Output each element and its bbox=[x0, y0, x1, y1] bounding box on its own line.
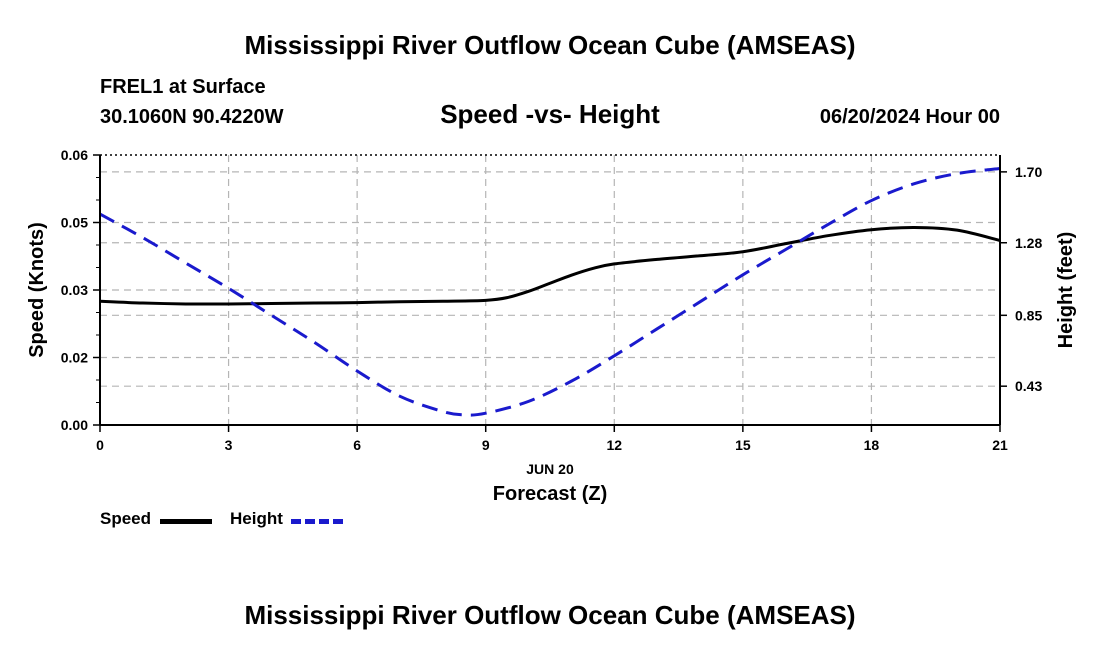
y2-tick-label: 1.28 bbox=[1015, 235, 1042, 251]
x-tick-label: 6 bbox=[353, 437, 361, 453]
y2-tick-label: 0.85 bbox=[1015, 307, 1042, 323]
legend-speed-label: Speed bbox=[100, 509, 152, 528]
datetime-label: 06/20/2024 Hour 00 bbox=[819, 106, 1000, 128]
legend-height-swatch bbox=[291, 519, 343, 524]
y-tick-label: 0.05 bbox=[61, 215, 88, 231]
speed-series-line bbox=[99, 225, 1001, 306]
x-tick-label: 15 bbox=[735, 437, 751, 453]
height-series-line bbox=[99, 167, 1001, 417]
y-tick-label: 0.03 bbox=[61, 282, 88, 298]
page-title: Mississippi River Outflow Ocean Cube (AM… bbox=[244, 30, 856, 60]
x-tick-label: 9 bbox=[482, 437, 490, 453]
x-tick-label: 12 bbox=[606, 437, 622, 453]
axis-ticks: 0 3 6 9 12 15 18 21 0.00 0.02 0.03 0.05 0.06 0.43 0.85… bbox=[61, 147, 1043, 453]
x-tick-label: 18 bbox=[864, 437, 880, 453]
y-tick-label: 0.02 bbox=[61, 350, 88, 366]
y2-tick-label: 0.43 bbox=[1015, 378, 1042, 394]
series-layer bbox=[99, 167, 1001, 417]
x-tick-label: 21 bbox=[992, 437, 1008, 453]
chart-title: Speed -vs- Height bbox=[440, 99, 660, 129]
legend-speed-swatch bbox=[160, 519, 212, 524]
y-axis-label: Speed (Knots) bbox=[26, 222, 48, 358]
y-tick-label: 0.00 bbox=[61, 417, 88, 433]
y-tick-label: 0.06 bbox=[61, 147, 88, 163]
x-tick-label: 3 bbox=[225, 437, 233, 453]
legend-height-label: Height bbox=[230, 509, 283, 528]
y2-axis-label: Height (feet) bbox=[1055, 232, 1077, 349]
coordinates-label: 30.1060N 90.4220W bbox=[100, 106, 284, 128]
x-axis-date: JUN 20 bbox=[526, 461, 574, 477]
x-tick-label: 0 bbox=[96, 437, 104, 453]
footer-title: Mississippi River Outflow Ocean Cube (AM… bbox=[244, 600, 856, 630]
grid bbox=[100, 155, 1000, 425]
x-axis-label: Forecast (Z) bbox=[493, 483, 607, 505]
y2-tick-label: 1.70 bbox=[1015, 164, 1042, 180]
station-label: FREL1 at Surface bbox=[100, 76, 266, 98]
